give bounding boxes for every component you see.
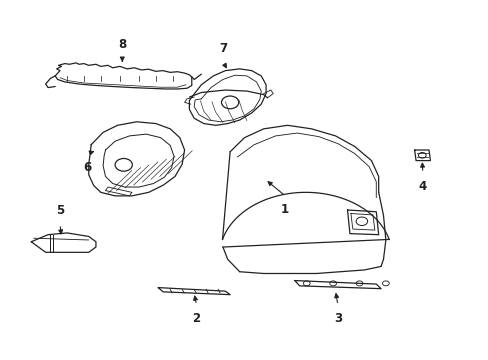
Text: 5: 5 [56,204,64,217]
Text: 8: 8 [118,38,126,51]
Text: 7: 7 [219,42,226,55]
Text: 4: 4 [418,180,426,193]
Text: 1: 1 [281,203,289,216]
Text: 2: 2 [192,312,200,325]
Text: 3: 3 [333,312,341,325]
Text: 6: 6 [83,161,92,174]
